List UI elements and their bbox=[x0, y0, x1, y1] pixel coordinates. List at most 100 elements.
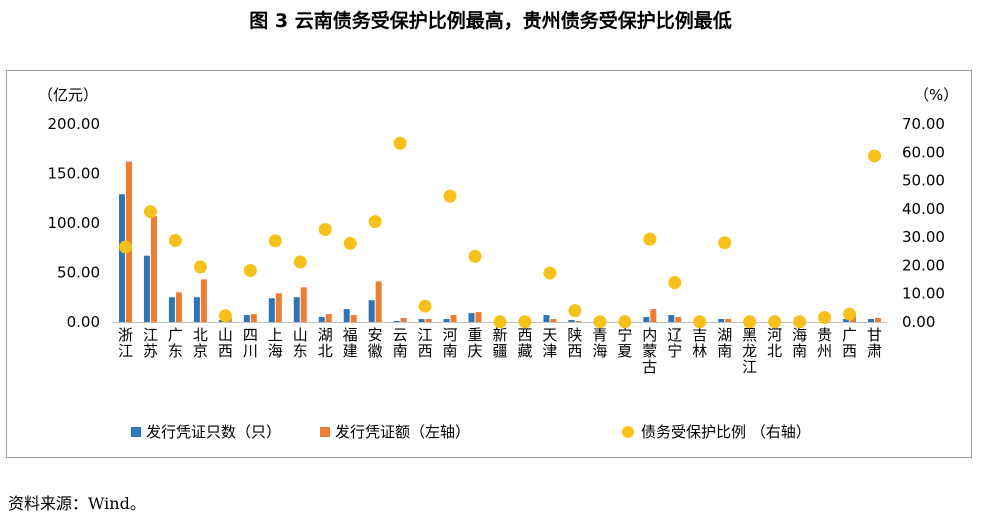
bar-count-9 bbox=[343, 309, 350, 322]
ratio-point-29 bbox=[843, 307, 857, 321]
category-label: 内蒙古 bbox=[642, 326, 657, 376]
category-label: 湖南 bbox=[717, 326, 732, 360]
ratio-point-25 bbox=[743, 315, 757, 329]
category-label: 四川 bbox=[243, 326, 258, 360]
ratio-point-10 bbox=[368, 215, 382, 229]
ratio-point-19 bbox=[593, 315, 607, 329]
ratio-point-16 bbox=[518, 315, 532, 329]
bar-count-8 bbox=[318, 317, 325, 322]
bar-count-2 bbox=[168, 297, 175, 322]
ratio-point-7 bbox=[293, 255, 307, 269]
bar-amount-2 bbox=[175, 292, 182, 322]
ratio-point-3 bbox=[193, 260, 207, 274]
category-label: 上海 bbox=[268, 326, 283, 360]
right-axis-tick-label: 50.00 bbox=[902, 172, 945, 190]
category-label: 宁夏 bbox=[617, 326, 632, 360]
category-label: 天津 bbox=[542, 326, 557, 360]
bar-amount-7 bbox=[300, 287, 307, 322]
bar-count-22 bbox=[668, 315, 675, 322]
ratio-point-27 bbox=[793, 315, 807, 329]
category-label: 江苏 bbox=[143, 326, 158, 360]
category-label: 江西 bbox=[418, 326, 433, 360]
right-axis-tick-label: 40.00 bbox=[902, 200, 945, 218]
legend-marker-ratio bbox=[622, 426, 634, 438]
legend-marker-count bbox=[131, 427, 141, 437]
bar-amount-13 bbox=[450, 315, 457, 322]
ratio-point-20 bbox=[618, 315, 632, 329]
bar-count-0 bbox=[118, 194, 125, 322]
category-label: 北京 bbox=[193, 326, 208, 360]
left-axis-tick-label: 100.00 bbox=[48, 214, 101, 232]
right-axis-tick-label: 70.00 bbox=[902, 115, 945, 133]
right-axis-tick-label: 20.00 bbox=[902, 256, 945, 274]
source-note: 资料来源：Wind。 bbox=[8, 494, 146, 513]
category-label: 西藏 bbox=[517, 326, 532, 360]
bar-count-18 bbox=[568, 320, 575, 322]
bar-amount-8 bbox=[325, 314, 332, 322]
left-axis-unit: （亿元） bbox=[38, 86, 98, 104]
right-axis-tick-label: 30.00 bbox=[902, 228, 945, 246]
category-label: 青海 bbox=[592, 326, 607, 360]
ratio-point-30 bbox=[868, 149, 882, 163]
bar-count-14 bbox=[468, 313, 475, 322]
category-label: 重庆 bbox=[468, 326, 483, 360]
bar-count-24 bbox=[718, 319, 725, 322]
left-axis-tick-label: 50.00 bbox=[57, 264, 100, 282]
bar-count-17 bbox=[543, 315, 550, 322]
bar-amount-21 bbox=[650, 309, 657, 322]
bar-amount-11 bbox=[400, 318, 407, 322]
bar-count-29 bbox=[843, 319, 850, 322]
bar-amount-9 bbox=[350, 315, 357, 322]
bar-amount-1 bbox=[150, 216, 157, 322]
chart-frame bbox=[6, 70, 972, 458]
ratio-point-24 bbox=[718, 236, 732, 250]
bar-count-21 bbox=[643, 317, 650, 322]
bar-amount-18 bbox=[575, 321, 582, 322]
category-label: 陕西 bbox=[567, 326, 582, 360]
category-label: 辽宁 bbox=[667, 326, 682, 360]
left-axis-tick-label: 150.00 bbox=[48, 165, 101, 183]
ratio-point-18 bbox=[568, 304, 582, 318]
ratio-point-6 bbox=[268, 234, 282, 248]
ratio-point-5 bbox=[243, 264, 257, 278]
bar-amount-5 bbox=[250, 314, 257, 322]
category-label: 湖北 bbox=[318, 326, 333, 360]
category-label: 浙江 bbox=[118, 326, 133, 360]
left-axis-tick-label: 200.00 bbox=[48, 115, 101, 133]
category-label: 山东 bbox=[293, 326, 308, 360]
ratio-point-17 bbox=[543, 266, 557, 280]
ratio-point-1 bbox=[143, 205, 157, 219]
bar-count-6 bbox=[268, 298, 275, 322]
ratio-point-21 bbox=[643, 232, 657, 246]
category-label: 云南 bbox=[393, 326, 408, 360]
right-axis-tick-label: 10.00 bbox=[902, 285, 945, 303]
category-label: 甘肃 bbox=[867, 326, 882, 360]
ratio-point-4 bbox=[218, 309, 232, 323]
ratio-point-23 bbox=[693, 315, 707, 329]
bar-amount-12 bbox=[425, 319, 432, 322]
ratio-point-28 bbox=[818, 310, 832, 324]
bar-amount-24 bbox=[725, 319, 732, 322]
ratio-point-0 bbox=[118, 240, 132, 254]
category-label: 河南 bbox=[443, 326, 458, 360]
right-axis-tick-label: 0.00 bbox=[902, 313, 935, 331]
category-label: 海南 bbox=[792, 326, 807, 360]
category-label: 新疆 bbox=[492, 326, 507, 360]
category-label: 河北 bbox=[767, 326, 782, 360]
bar-amount-14 bbox=[475, 312, 482, 322]
bar-count-7 bbox=[293, 297, 300, 322]
left-axis-tick-label: 0.00 bbox=[67, 313, 100, 331]
bar-amount-30 bbox=[875, 318, 882, 322]
bar-count-5 bbox=[243, 315, 250, 322]
bar-count-11 bbox=[393, 321, 400, 322]
bar-count-13 bbox=[443, 319, 450, 322]
legend-label-count: 发行凭证只数（只） bbox=[146, 423, 281, 441]
legend-marker-amount bbox=[320, 427, 330, 437]
category-label: 广西 bbox=[842, 326, 857, 360]
bar-count-30 bbox=[868, 319, 875, 322]
bar-count-12 bbox=[418, 319, 425, 322]
ratio-point-9 bbox=[343, 236, 357, 250]
bar-amount-3 bbox=[200, 279, 207, 322]
legend-label-ratio: 债务受保护比例 （右轴） bbox=[641, 423, 811, 441]
